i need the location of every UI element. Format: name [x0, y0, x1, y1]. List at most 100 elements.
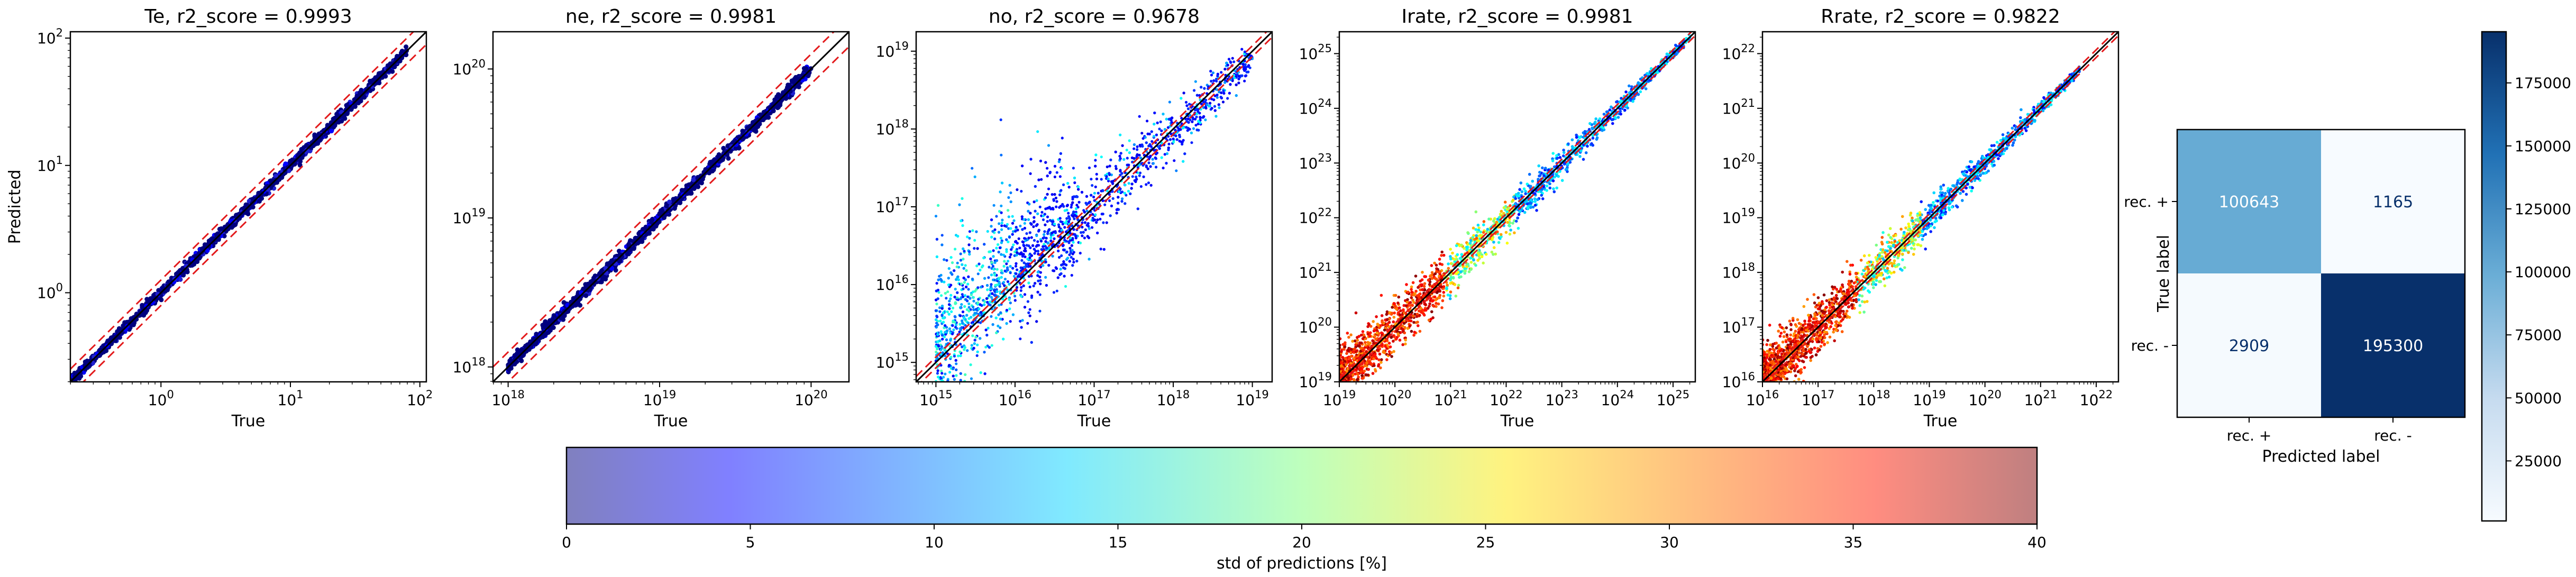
- scatter-point: [952, 306, 955, 310]
- scatter-point: [1159, 120, 1162, 123]
- scatter-point: [1002, 281, 1006, 284]
- scatter-point: [1102, 221, 1105, 224]
- scatter-point: [1130, 182, 1134, 186]
- scatter-point: [1218, 90, 1221, 94]
- scatter-point: [1083, 221, 1087, 224]
- scatter-point: [944, 372, 947, 375]
- scatter-point: [968, 253, 971, 256]
- scatter-point: [105, 338, 111, 344]
- scatter-point: [1049, 236, 1053, 240]
- scatter-point: [1000, 224, 1003, 227]
- scatter-point: [561, 300, 567, 305]
- scatter-point: [1066, 204, 1069, 207]
- scatter-point: [1020, 215, 1024, 218]
- scatter-point: [1095, 177, 1099, 180]
- scatter-point: [1060, 167, 1063, 170]
- scatter-point: [1036, 212, 1039, 215]
- scatter-point: [368, 78, 373, 84]
- scatter-point: [952, 320, 955, 324]
- scatter-point: [1204, 118, 1207, 122]
- scatter-point: [1016, 251, 1019, 254]
- scatter-point: [1020, 259, 1024, 262]
- scatter-point: [1095, 221, 1098, 224]
- scatter-point: [940, 369, 943, 373]
- scatter-point: [1088, 200, 1091, 204]
- scatter-point: [940, 372, 944, 375]
- scatter-point: [754, 118, 760, 124]
- scatter-point: [1072, 228, 1075, 231]
- scatter-point: [990, 344, 993, 347]
- scatter-point: [961, 345, 964, 349]
- scatter-point: [954, 248, 957, 251]
- scatter-point: [1136, 145, 1139, 148]
- scatter-point: [976, 350, 979, 353]
- scatter-point: [948, 307, 951, 310]
- scatter-point: [625, 251, 630, 257]
- identity-line: [493, 32, 849, 382]
- scatter-point: [1229, 61, 1232, 64]
- scatter-point: [983, 303, 986, 306]
- scatter-point: [942, 375, 945, 379]
- scatter-point: [973, 175, 976, 178]
- scatter-point: [1240, 74, 1244, 77]
- scatter-point: [1032, 225, 1035, 228]
- scatter-point: [965, 308, 969, 312]
- scatter-point: [1085, 209, 1089, 213]
- scatter-point: [1094, 153, 1098, 157]
- scatter-point: [970, 377, 973, 380]
- scatter-point: [989, 257, 992, 261]
- scatter-point: [970, 316, 973, 319]
- scatter-point: [986, 300, 989, 304]
- x-tick-label: 100: [148, 388, 174, 409]
- scatter-point: [1035, 199, 1038, 202]
- scatter-point: [940, 294, 943, 297]
- scatter-point: [1192, 127, 1195, 130]
- scatter-point: [958, 350, 962, 353]
- scatter-point: [949, 294, 953, 297]
- scatter-point: [1122, 158, 1126, 161]
- scatter-point: [1168, 100, 1171, 104]
- scatter-point: [937, 291, 940, 294]
- scatter-point: [1038, 293, 1042, 296]
- scatter-point: [964, 278, 967, 281]
- scatter-point: [1026, 322, 1029, 325]
- scatter-point: [995, 331, 998, 334]
- scatter-point: [1125, 149, 1128, 152]
- scatter-point: [989, 382, 992, 385]
- scatter-point: [342, 114, 347, 120]
- scatter-point: [1213, 105, 1217, 108]
- scatter-point: [1220, 91, 1223, 94]
- scatter-point: [733, 146, 738, 151]
- scatter-point: [1071, 264, 1074, 267]
- scatter-point: [1046, 167, 1049, 170]
- scatter-point: [1007, 227, 1010, 230]
- scatter-point: [995, 215, 998, 218]
- scatter-point: [1042, 214, 1045, 217]
- scatter-point: [1060, 254, 1063, 258]
- scatter-point: [1216, 93, 1219, 97]
- scatter-point: [1053, 175, 1056, 179]
- scatter-point: [1154, 152, 1158, 155]
- scatter-point: [1006, 280, 1009, 283]
- scatter-point: [955, 368, 958, 371]
- x-axis-label: True: [231, 412, 266, 431]
- scatter-point: [1186, 107, 1190, 111]
- scatter-point: [963, 294, 967, 297]
- scatter-point: [279, 172, 285, 178]
- scatter-point: [551, 325, 556, 330]
- scatter-point: [628, 238, 633, 243]
- scatter-point: [1136, 148, 1139, 151]
- scatter-point: [1030, 236, 1033, 239]
- scatter-point: [1072, 167, 1075, 170]
- scatter-point: [1030, 294, 1034, 298]
- scatter-point: [1167, 142, 1171, 145]
- scatter-point: [650, 217, 655, 222]
- scatter-point: [1221, 100, 1225, 104]
- scatter-point: [1012, 274, 1016, 278]
- scatter-point: [985, 334, 989, 337]
- scatter-point: [998, 222, 1001, 225]
- scatter-point: [1119, 169, 1122, 172]
- scatter-point: [975, 354, 979, 358]
- scatter-point: [991, 264, 994, 268]
- scatter-point: [1083, 236, 1086, 240]
